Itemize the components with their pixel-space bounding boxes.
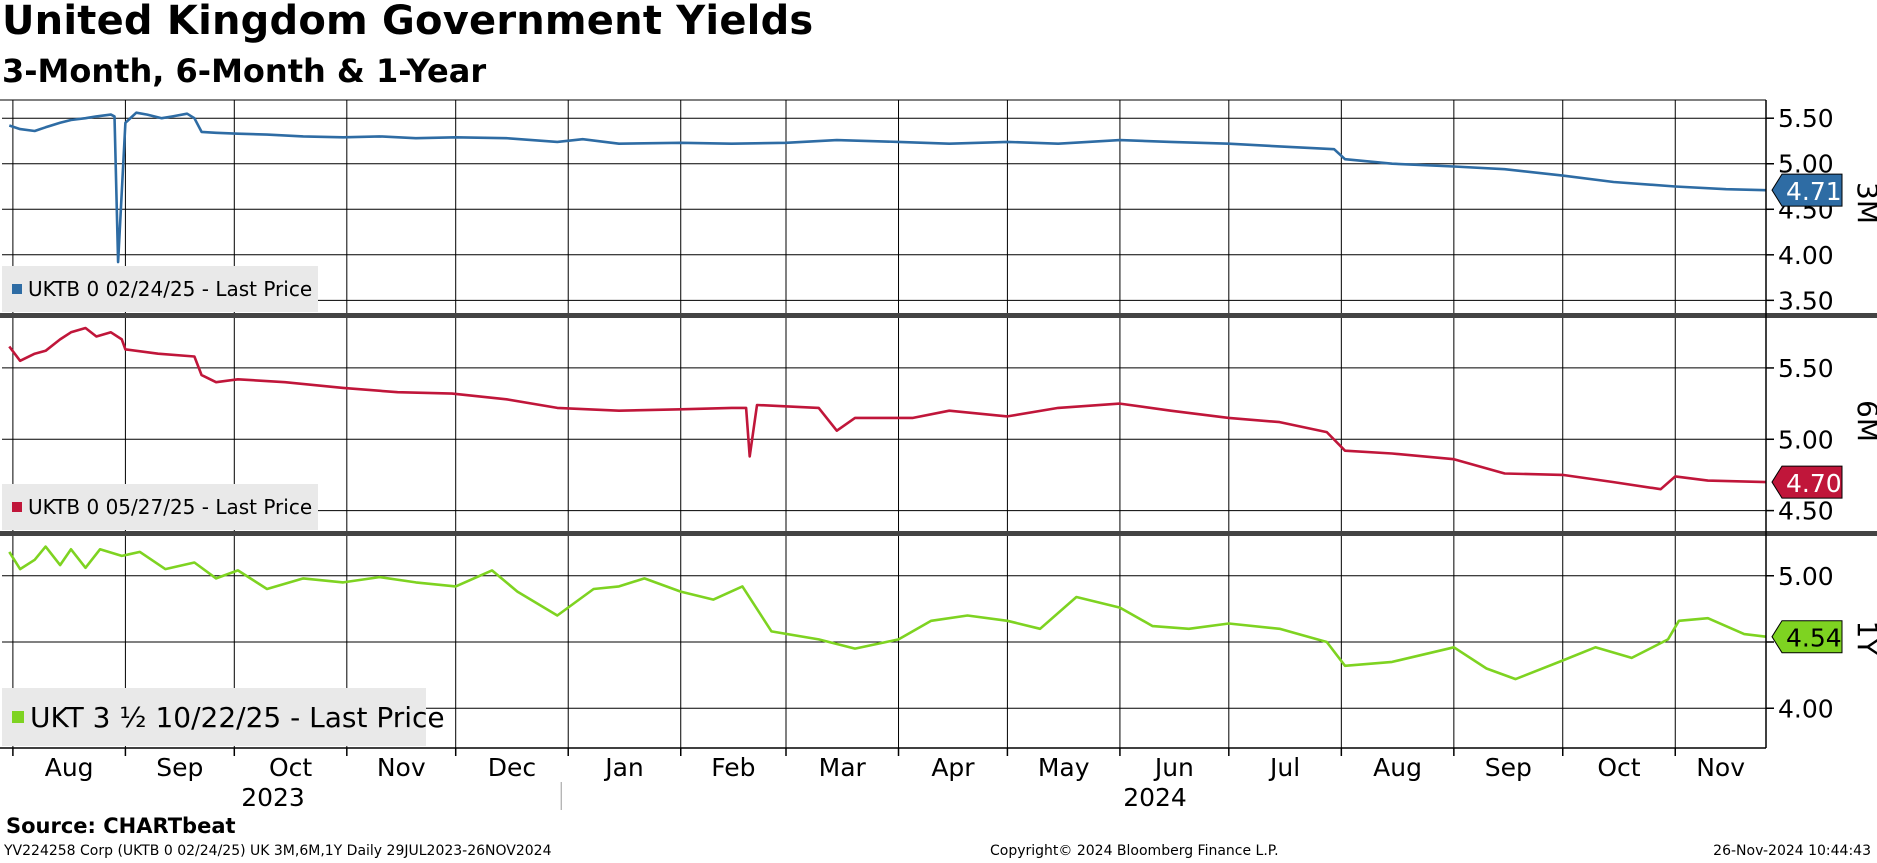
y-tick-label: 5.00 — [1778, 562, 1834, 591]
source-label: Source: CHARTbeat — [6, 814, 236, 838]
chart-title: United Kingdom Government Yields — [2, 0, 814, 44]
footer-ticker-info: YV224258 Corp (UKTB 0 02/24/25) UK 3M,6M… — [4, 843, 552, 859]
last-value-badge — [1771, 620, 1843, 654]
x-month-label: Dec — [488, 753, 536, 782]
x-month-label: Jun — [1153, 753, 1194, 782]
y-tick-label: 4.00 — [1778, 694, 1834, 723]
last-value-label: 4.54 — [1786, 624, 1842, 653]
legend-label: UKTB 0 05/27/25 - Last Price — [28, 495, 312, 519]
x-month-label: Jan — [603, 753, 644, 782]
footer-timestamp: 26-Nov-2024 10:44:43 — [1713, 843, 1871, 859]
y-tick-label: 5.00 — [1778, 425, 1834, 454]
x-month-label: Nov — [377, 753, 426, 782]
legend-swatch — [12, 711, 24, 723]
legend-box — [2, 266, 318, 312]
x-year-label: 2023 — [241, 783, 305, 812]
x-month-label: Aug — [45, 753, 94, 782]
panel-6m: 4.50 5.00 5.50 UKTB 0 05/27/25 - Last Price… — [2, 326, 1877, 530]
x-month-label: Oct — [1597, 753, 1640, 782]
legend-label: UKTB 0 02/24/25 - Last Price — [28, 277, 312, 301]
x-month-label: Apr — [931, 753, 975, 782]
series-line-6m — [8, 326, 1767, 491]
last-value-badge — [1771, 173, 1843, 207]
y-tick-label: 4.00 — [1778, 241, 1834, 270]
panel-separator — [0, 313, 1877, 318]
x-month-label: Jul — [1268, 753, 1300, 782]
x-month-label: Feb — [711, 753, 755, 782]
panel-side-label: 1Y — [1851, 621, 1877, 657]
x-year-label: 2024 — [1123, 783, 1187, 812]
x-month-label: Oct — [269, 753, 312, 782]
legend-box — [2, 484, 318, 530]
x-month-label: May — [1038, 753, 1090, 782]
y-tick-label: 5.50 — [1778, 354, 1834, 383]
footer-copyright: Copyright© 2024 Bloomberg Finance L.P. — [990, 843, 1279, 859]
last-value-label: 4.71 — [1786, 177, 1842, 206]
x-month-label: Aug — [1373, 753, 1422, 782]
panel-side-label: 6M — [1851, 400, 1877, 442]
chart-subtitle: 3-Month, 6-Month & 1-Year — [2, 52, 487, 90]
x-month-label: Nov — [1696, 753, 1745, 782]
last-value-badge — [1771, 465, 1843, 499]
x-month-label: Sep — [156, 753, 203, 782]
y-tick-label: 3.50 — [1778, 286, 1834, 315]
x-month-label: Mar — [819, 753, 867, 782]
y-tick-label: 5.50 — [1778, 104, 1834, 133]
series-line-1y — [8, 545, 1767, 681]
legend-swatch — [12, 502, 22, 512]
panel-separator — [0, 531, 1877, 536]
y-tick-label: 4.50 — [1778, 497, 1834, 526]
x-month-label: Sep — [1485, 753, 1532, 782]
legend-box — [2, 688, 426, 746]
last-value-label: 4.70 — [1786, 469, 1842, 498]
legend-label: UKT 3 ½ 10/22/25 - Last Price — [30, 701, 445, 734]
legend-swatch — [12, 284, 22, 294]
panel-side-label: 3M — [1851, 182, 1877, 224]
series-line-3m — [8, 111, 1767, 264]
